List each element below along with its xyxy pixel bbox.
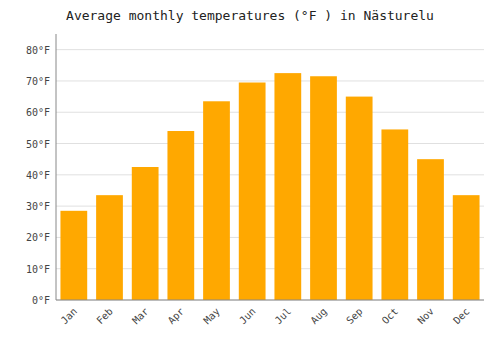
x-tick-label: Oct <box>380 306 401 327</box>
bar <box>453 195 480 300</box>
x-tick-labels: Jan Feb Mar Apr May Jun Jul Aug Sep Oct Nov Dec <box>59 306 472 327</box>
bars <box>60 73 479 300</box>
x-tick-label: Dec <box>451 306 472 327</box>
bar <box>239 83 266 300</box>
x-tick-label: Jan <box>59 306 80 327</box>
grid-line <box>56 112 484 113</box>
bar <box>132 167 159 300</box>
y-axis-line <box>56 34 57 300</box>
x-tick-label: Sep <box>344 306 365 327</box>
bar <box>346 97 373 300</box>
y-tick-label: 0°F <box>32 295 50 306</box>
x-tick-label: May <box>201 306 222 327</box>
grid-line <box>56 80 484 81</box>
grid-line <box>56 300 484 301</box>
y-tick-label: 40°F <box>26 170 50 181</box>
bar <box>417 159 444 300</box>
y-tick-label: 10°F <box>26 264 50 275</box>
bar <box>203 101 230 300</box>
bar <box>167 131 194 300</box>
y-tick-label: 30°F <box>26 201 50 212</box>
bar <box>60 211 87 300</box>
grid-line <box>56 143 484 144</box>
x-tick-label: Feb <box>94 306 115 327</box>
bar <box>381 129 408 300</box>
x-axis-line <box>56 300 484 301</box>
x-tick-label: Aug <box>308 306 329 327</box>
y-tick-label: 80°F <box>26 45 50 56</box>
bar <box>310 76 337 300</box>
chart-container: Average monthly temperatures (°F ) in Nä… <box>0 0 500 350</box>
y-tick-label: 50°F <box>26 139 50 150</box>
y-tick-labels: 0°F 10°F 20°F 30°F 40°F 50°F 60°F 70°F 80°F <box>26 45 50 306</box>
x-tick-label: Jun <box>237 306 258 327</box>
y-tick-label: 60°F <box>26 107 50 118</box>
x-tick-label: Nov <box>415 306 436 327</box>
y-tick-label: 70°F <box>26 76 50 87</box>
grid <box>56 50 484 300</box>
chart-title: Average monthly temperatures (°F ) in Nä… <box>66 8 434 23</box>
bar <box>96 195 123 300</box>
y-tick-label: 20°F <box>26 232 50 243</box>
x-tick-label: Mar <box>130 306 151 327</box>
x-tick-label: Jul <box>273 306 294 327</box>
bar <box>274 73 301 300</box>
grid-line <box>56 49 484 50</box>
chart-svg: Average monthly temperatures (°F ) in Nä… <box>0 0 500 350</box>
x-tick-label: Apr <box>166 306 187 327</box>
